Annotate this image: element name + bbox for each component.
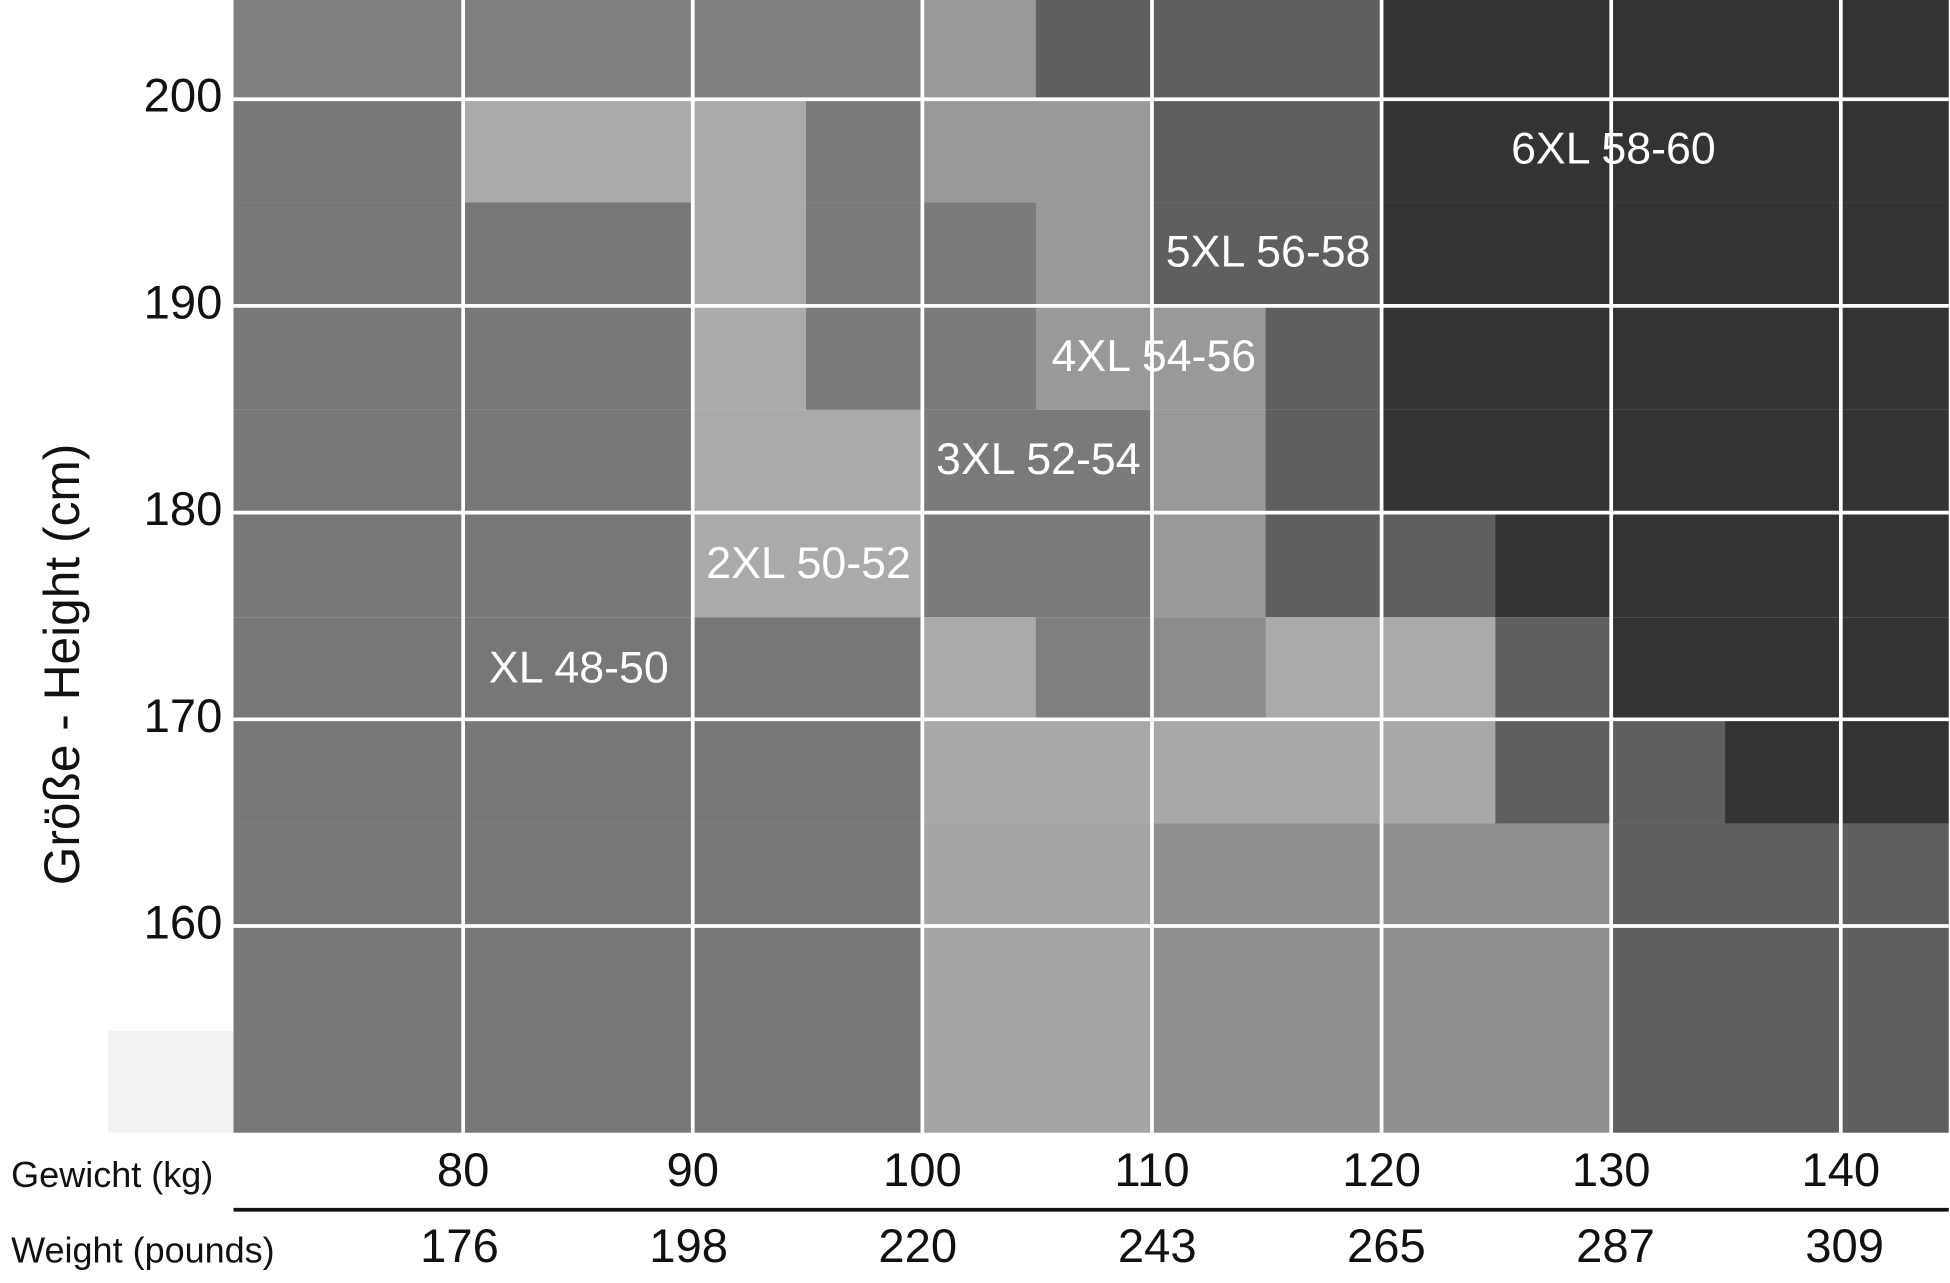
x2-tick-label: 287 [1576, 1220, 1655, 1273]
size-label: 5XL 56-58 [1166, 227, 1371, 276]
x2-tick-label: 309 [1805, 1220, 1884, 1273]
size-regions [108, 0, 1949, 1133]
size-label: 4XL 54-56 [1052, 332, 1257, 381]
x2-axis-title: Weight (pounds) [11, 1230, 274, 1271]
x2-tick-label: 198 [649, 1220, 728, 1273]
x-tick-label: 120 [1342, 1144, 1421, 1197]
x2-tick-label: 176 [420, 1220, 499, 1273]
y-tick-label: 170 [144, 690, 223, 743]
y-tick-label: 160 [144, 896, 223, 949]
y-tick-label: 200 [144, 70, 223, 123]
y-axis-title: Größe - Height (cm) [34, 444, 90, 886]
x2-tick-label: 243 [1118, 1220, 1197, 1273]
x-tick-label: 80 [437, 1144, 490, 1197]
x-tick-label: 90 [666, 1144, 719, 1197]
y-tick-label: 180 [144, 483, 223, 536]
x2-tick-label: 220 [878, 1220, 957, 1273]
x2-tick-label: 265 [1347, 1220, 1426, 1273]
size-label: 6XL 58-60 [1511, 124, 1716, 173]
size-label: 3XL 52-54 [936, 435, 1141, 484]
y-tick-label: 190 [144, 276, 223, 329]
x-tick-label: 130 [1572, 1144, 1651, 1197]
size-label: 2XL 50-52 [706, 539, 911, 588]
x-tick-label: 140 [1801, 1144, 1880, 1197]
x-tick-label: 100 [883, 1144, 962, 1197]
x-axis-title: Gewicht (kg) [11, 1154, 213, 1195]
size-label: XL 48-50 [489, 643, 669, 692]
x-tick-label: 110 [1114, 1144, 1189, 1197]
grid [233, 0, 1949, 1133]
